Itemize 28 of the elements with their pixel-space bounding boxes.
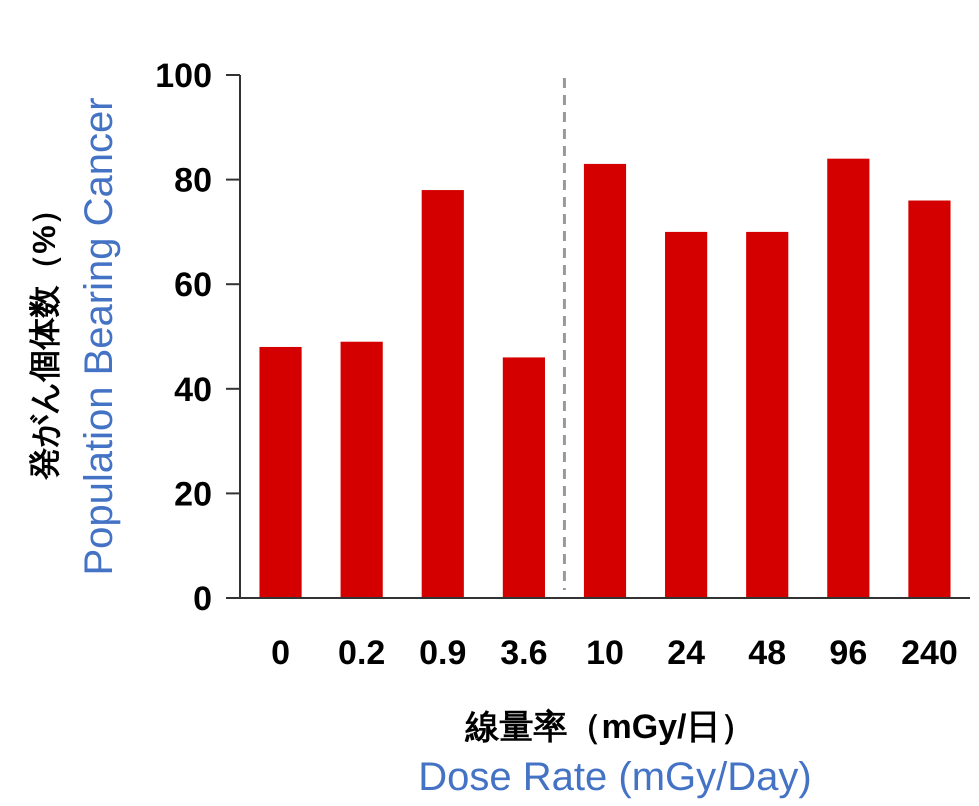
x-tick-label: 96: [829, 634, 868, 672]
bar: [665, 232, 708, 598]
bar: [908, 200, 951, 598]
x-tick-label: 3.6: [500, 634, 548, 672]
bar: [259, 346, 302, 598]
bar: [584, 164, 626, 598]
y-tick-label: 0: [193, 580, 212, 618]
x-tick-label: 24: [667, 634, 706, 672]
x-tick-label: 48: [748, 634, 786, 672]
y-tick-label: 80: [174, 162, 212, 200]
x-tick-label: 0: [271, 634, 290, 672]
bar: [502, 357, 545, 598]
text: Dose Rate (mGy/Day): [418, 755, 812, 799]
y-tick-label: 100: [155, 57, 212, 95]
y-tick-label: 40: [174, 370, 212, 409]
bar: [422, 190, 464, 598]
bar: [827, 158, 870, 598]
x-tick-label: 0.9: [419, 634, 466, 672]
text: Population Bearing Cancer: [77, 97, 121, 576]
bar: [746, 232, 788, 598]
x-axis-title: 線量率（mGy/日）: [464, 708, 755, 746]
x-tick-label: 0.2: [338, 634, 386, 672]
x-tick-label: 10: [586, 634, 624, 672]
y-tick-label: 60: [174, 266, 212, 304]
y-axis-title: 発がん個体数（%）: [26, 193, 62, 481]
bar: [340, 342, 383, 598]
x-tick-label: 240: [901, 634, 958, 672]
y-tick-label: 20: [174, 475, 212, 514]
